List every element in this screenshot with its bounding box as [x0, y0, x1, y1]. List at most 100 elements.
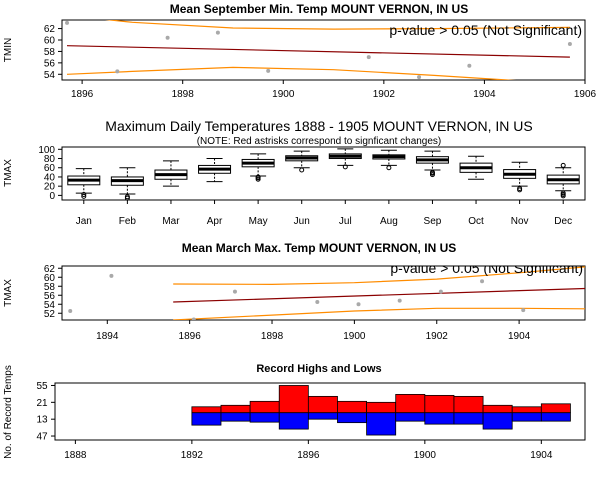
panel3-ci-upper — [173, 266, 585, 286]
panel4-ytick-label: 55 — [36, 381, 48, 392]
panel4-xtick-label: 1904 — [530, 450, 553, 461]
box-Jul — [328, 148, 362, 170]
panel2-xtick-label: Oct — [468, 216, 484, 227]
panel1-ytick-label: 54 — [44, 70, 56, 81]
panel1-title: Mean September Min. Temp MOUNT VERNON, I… — [170, 2, 468, 16]
panel1-xtick-label: 1906 — [574, 89, 597, 100]
panel2-xtick-label: Jul — [339, 216, 352, 227]
record-low-bar — [191, 412, 222, 426]
record-low-bar — [278, 412, 309, 430]
record-high-bar — [424, 394, 455, 414]
panel1-ytick-label: 58 — [44, 47, 56, 58]
panel3-xtick-label: 1894 — [96, 331, 119, 342]
panel3-point — [397, 298, 402, 303]
panel1-frame — [61, 19, 586, 81]
panel3-point — [438, 289, 443, 294]
record-high-bar — [540, 403, 571, 414]
record-low-bar — [307, 412, 338, 420]
panel1-ytick-label: 56 — [44, 58, 56, 69]
panel4-xtick-label: 1896 — [297, 450, 320, 461]
panel2-title: Maximum Daily Temperatures 1888 - 1905 M… — [105, 118, 532, 134]
panel3-point — [232, 289, 237, 294]
panel2-xtick-label: Dec — [554, 216, 572, 227]
panel1-xtick-label: 1896 — [71, 89, 94, 100]
record-low-bar — [511, 412, 542, 422]
panel2-xtick-label: Sep — [424, 216, 442, 227]
panel3-ci-lower — [173, 307, 585, 320]
box-outlier — [342, 164, 348, 170]
panel3-ylabel: TMAX — [3, 279, 14, 307]
panel4-xtick-label: 1888 — [64, 450, 87, 461]
panel1-point — [165, 35, 170, 40]
panel3-ytick-label: 54 — [44, 300, 56, 311]
panel1-xtick-label: 1902 — [373, 89, 396, 100]
panel3-xtick-label: 1902 — [426, 331, 449, 342]
panel3-xtick-label: 1898 — [261, 331, 284, 342]
box-Nov — [503, 161, 537, 193]
panel2-xtick-label: Mar — [162, 216, 180, 227]
box-Apr — [198, 158, 232, 183]
panel1-plot-area: p-value > 0.05 (Not Significant) — [65, 20, 582, 80]
panel4-ytick-label: 13 — [36, 415, 48, 426]
panel2-frame — [61, 146, 586, 201]
record-high-bar — [191, 406, 222, 414]
box-Oct — [459, 155, 493, 180]
panel2-ytick-label: 100 — [38, 145, 55, 156]
panel1-trend-line — [66, 45, 570, 58]
panel1-ytick-label: 60 — [44, 36, 56, 47]
panel1-point — [115, 69, 120, 74]
panel1-ylabel: TMIN — [3, 38, 14, 62]
record-high-bar — [278, 385, 309, 414]
panel1-xtick-label: 1904 — [473, 89, 496, 100]
record-low-bar — [366, 412, 397, 436]
record-high-bar — [249, 400, 280, 414]
panel4-xtick-label: 1900 — [414, 450, 437, 461]
record-low-bar — [249, 412, 280, 423]
panel1-ci-upper — [104, 20, 570, 30]
panel2-ytick-label: 40 — [44, 172, 56, 183]
panel3-title: Mean March Max. Temp MOUNT VERNON, IN US — [182, 241, 456, 255]
box-outlier — [560, 162, 566, 168]
panel2-xtick-label: Jun — [294, 216, 310, 227]
box-outlier — [517, 185, 523, 191]
panel2-ytick-label: 0 — [49, 191, 55, 202]
panel2-ytick-label: 80 — [44, 154, 56, 165]
record-low-bar — [424, 412, 455, 425]
panel2-ytick-label: 20 — [44, 182, 56, 193]
box-Jun — [285, 150, 319, 173]
panel1-xtick-label: 1900 — [272, 89, 295, 100]
panel3-point — [68, 309, 73, 313]
panel2-ytick-label: 60 — [44, 163, 56, 174]
panel4-title: Record Highs and Lows — [256, 363, 381, 375]
record-low-bar — [540, 412, 571, 422]
panel2-xtick-label: May — [249, 216, 268, 227]
box-outlier — [429, 169, 435, 175]
box-Feb — [110, 167, 144, 201]
record-low-bar — [395, 412, 426, 422]
panel3-xtick-label: 1896 — [179, 331, 202, 342]
panel3-ytick-label: 62 — [44, 264, 56, 275]
box-outlier — [255, 174, 261, 180]
box-May — [241, 153, 275, 182]
panel2-xtick-label: Aug — [380, 216, 398, 227]
panel3-point — [356, 302, 361, 307]
record-high-bar — [395, 393, 426, 414]
panel2-ylabel: TMAX — [3, 159, 14, 187]
panel3-annotation: p-value > 0.05 (Not Significant) — [390, 260, 583, 276]
panel2-subtitle: (NOTE: Red astrisks correspond to signfi… — [197, 136, 442, 147]
record-low-bar — [453, 412, 484, 425]
panel1-ci-lower — [66, 66, 517, 80]
panel4-ytick-label: 47 — [36, 432, 48, 443]
panel2-xtick-label: Jan — [76, 216, 92, 227]
box-outlier — [81, 191, 87, 197]
panel1-point — [417, 75, 422, 80]
record-high-bar — [482, 404, 513, 414]
panel4-frame — [54, 382, 586, 441]
box-outlier — [299, 167, 305, 173]
panel4-ylabel: No. of Record Temps — [3, 365, 14, 459]
panel3-point — [191, 317, 196, 320]
panel2-xtick-label: Feb — [119, 216, 137, 227]
record-high-bar — [366, 401, 397, 414]
panel1-point — [215, 30, 220, 35]
panel1-point — [366, 55, 371, 60]
